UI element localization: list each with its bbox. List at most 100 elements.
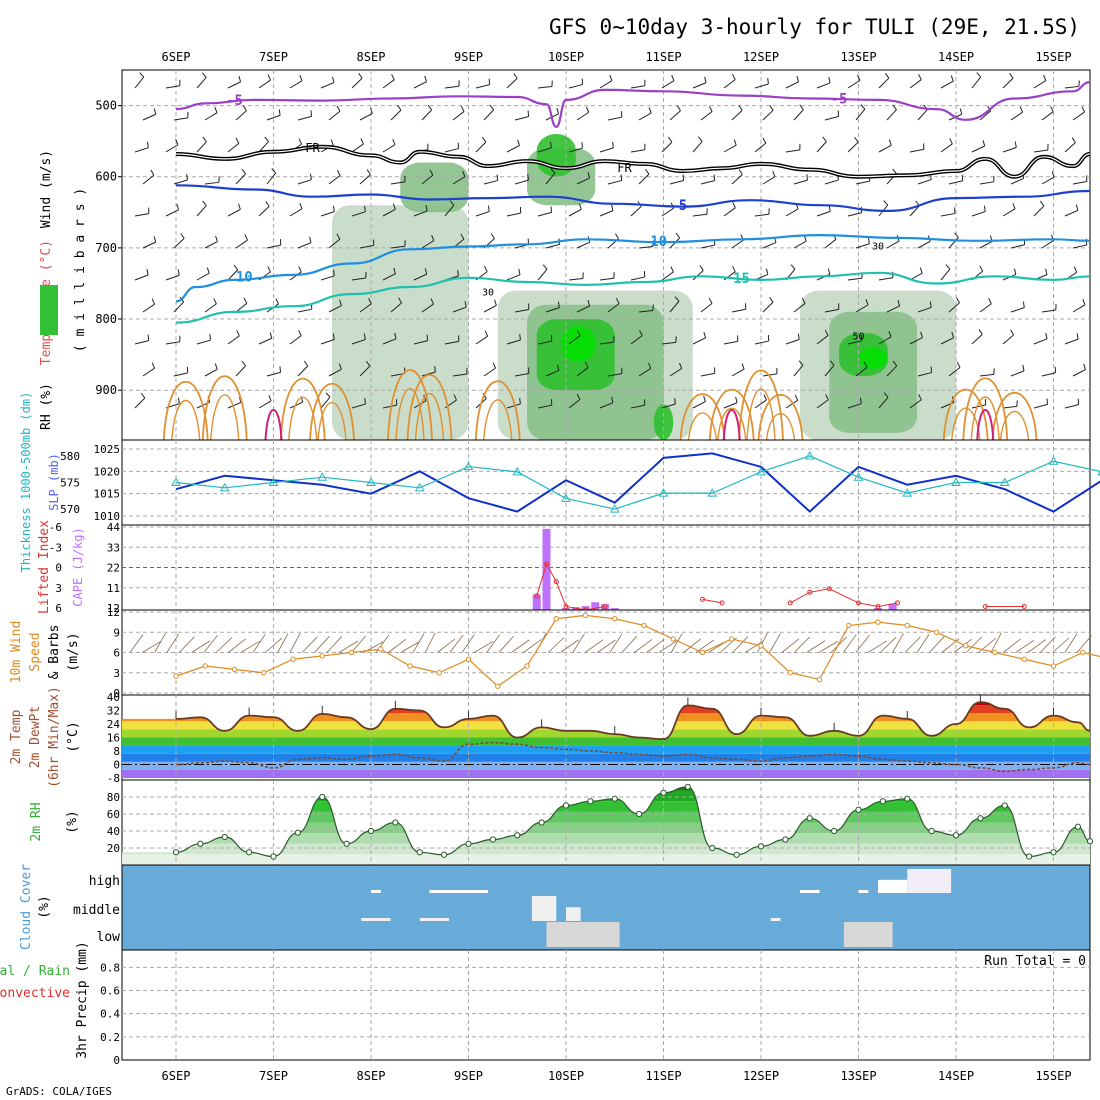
wind-barb-flag — [309, 173, 312, 180]
wind-barb-flag — [1013, 268, 1017, 275]
thickness-marker — [609, 504, 620, 513]
rh-ylabel-line: (%) — [65, 810, 80, 833]
rh-marker — [319, 793, 326, 801]
wind-speed-marker — [612, 616, 618, 622]
wind-barb-flag — [460, 233, 465, 240]
wind-barb-flag — [202, 136, 207, 142]
wind-barb — [568, 147, 583, 153]
bottom-date-label: 7SEP — [259, 1069, 288, 1083]
wind-barb — [1033, 338, 1048, 345]
surface-barb — [658, 640, 678, 653]
rh-tick-label: 40 — [107, 825, 120, 838]
wind-barb-flag — [801, 297, 806, 304]
wind-barb-flag — [868, 237, 870, 244]
wind-barb — [979, 373, 994, 377]
wind-barb — [723, 340, 738, 345]
wind-speed-marker — [290, 656, 296, 662]
wind-speed-marker — [641, 622, 647, 629]
rh-legend-swatch — [40, 285, 58, 335]
wind-barb-flag — [698, 136, 703, 142]
surface-barb — [1064, 633, 1078, 653]
lifted-tick-label: 6 — [55, 602, 62, 615]
wind-barb — [475, 211, 490, 217]
temperature-ylabel-line: (6hr Min/Max) — [47, 686, 62, 788]
wind-barb-flag — [241, 360, 246, 367]
surface-barb — [277, 632, 289, 653]
wind-barb — [793, 109, 804, 121]
cross-section-grid — [122, 70, 1090, 440]
surface-barb — [978, 638, 996, 653]
wind-barb — [917, 179, 932, 185]
wind-barb — [754, 83, 769, 89]
surface-barb — [412, 633, 425, 653]
cloud-cell — [361, 918, 391, 921]
wind-barb — [816, 335, 829, 345]
rh-band — [122, 822, 1090, 834]
wind-barb-flag — [678, 362, 683, 369]
warm-isotherm — [474, 380, 521, 441]
top-date-label: 6SEP — [162, 50, 191, 64]
wind-barb — [545, 172, 556, 185]
temperature-ylabel-line: 2m Temp — [9, 709, 24, 764]
wind-barb — [785, 149, 800, 153]
temperature-band — [122, 761, 1090, 770]
wind-barb-flag — [298, 330, 302, 336]
wind-speed-marker — [1021, 656, 1027, 662]
surface-wind-ylabel-line: (m/s) — [66, 632, 81, 671]
cape-ylabel: CAPE (J/kg) — [71, 527, 85, 606]
footer-credit: GrADS: COLA/IGES — [6, 1085, 112, 1098]
wind-barb — [1072, 244, 1087, 249]
surface-barb — [511, 639, 530, 653]
wind-barb-flag — [863, 361, 868, 368]
rh-marker — [879, 798, 886, 805]
warm-isotherm-inner — [687, 412, 718, 441]
thickness-ylabel: Thickness 1000-500mb (dm) — [19, 392, 33, 573]
cloud-cell — [566, 907, 581, 921]
wind-barb — [824, 238, 837, 249]
thickness-marker — [268, 477, 279, 486]
rh-marker — [172, 849, 180, 856]
wind-barb — [258, 400, 272, 409]
wind-barb-flag — [243, 297, 248, 304]
lifted-tick-label: -3 — [49, 541, 62, 554]
top-date-label: 15SEP — [1035, 50, 1071, 64]
wind-barb-flag — [484, 266, 488, 272]
wind-barb — [351, 143, 364, 153]
cloud-cells — [361, 869, 952, 947]
precip-convective-label: Convective — [0, 986, 70, 1001]
wind-barb — [545, 243, 560, 249]
wind-barb-flag — [929, 301, 932, 308]
slp-line — [175, 452, 1100, 513]
wind-barb-flag — [146, 141, 149, 148]
wind-barb — [816, 141, 827, 153]
cloud-rows-axis: high middle low — [73, 874, 120, 945]
cloud-row-label: high — [89, 874, 120, 889]
wind-barb — [917, 372, 932, 377]
wind-barb — [142, 303, 155, 313]
cross-section-panel: -5 -5 FR FR 5 10 10 15 30 30 50 500 600 700 800 900 ( … — [39, 69, 1091, 441]
wind-barb — [204, 241, 218, 249]
wind-barb-flag — [735, 396, 738, 403]
temperature-line — [175, 701, 1091, 741]
wind-barb — [165, 85, 180, 89]
wind-barb — [227, 142, 240, 153]
wind-barb — [638, 246, 653, 249]
wind-barb — [886, 305, 900, 313]
wind-barb — [1002, 147, 1017, 153]
wind-barb — [723, 402, 738, 409]
wind-barb-flag — [264, 136, 269, 143]
slp-tick-label: 1020 — [94, 465, 121, 478]
wind-barb — [173, 179, 188, 185]
wind-speed-marker — [904, 622, 910, 629]
wind-barb — [390, 109, 402, 121]
wind-barb — [227, 269, 239, 281]
rh-tick-label: 80 — [107, 791, 120, 804]
wind-barb — [506, 339, 521, 345]
wind-barb-flag — [892, 104, 897, 110]
wind-barb-flag — [550, 168, 556, 174]
lifted-index-marker — [553, 579, 559, 585]
rh-marker — [246, 849, 253, 856]
top-date-label: 12SEP — [743, 50, 779, 64]
rh-tick-label: 20 — [107, 842, 120, 855]
warm-isotherm-inner — [717, 407, 747, 441]
